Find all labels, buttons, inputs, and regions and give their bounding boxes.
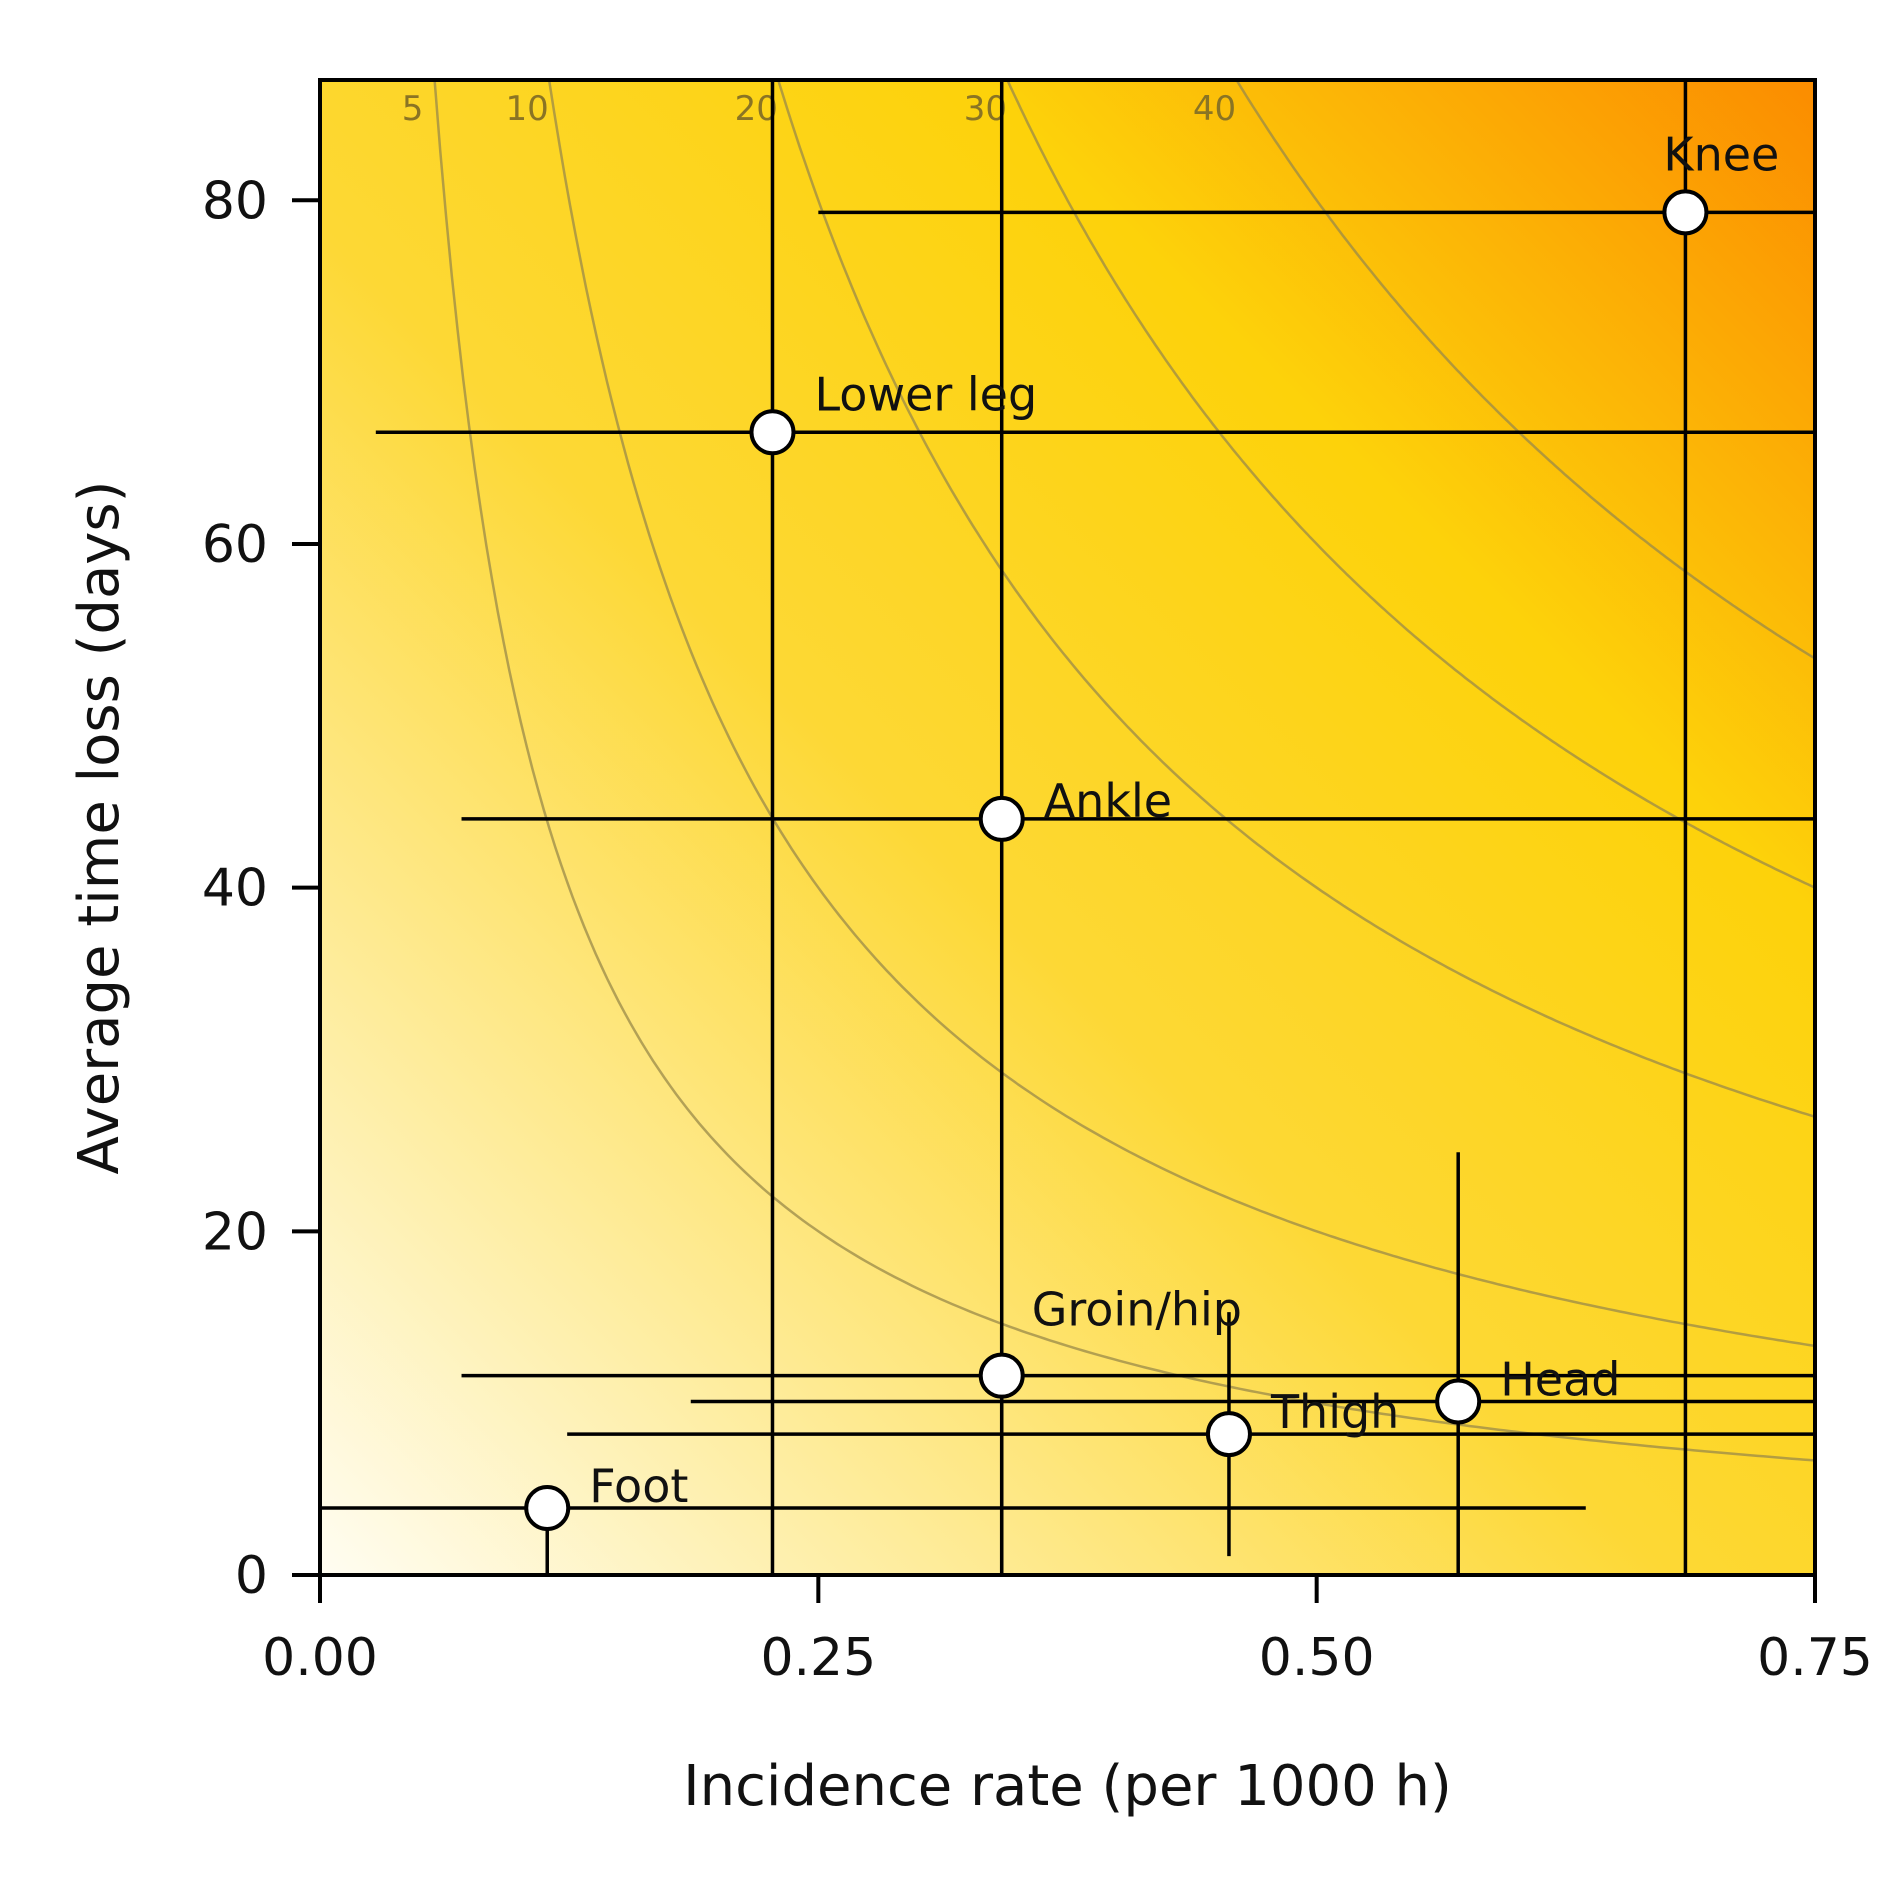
marker-ankle (978, 795, 1025, 842)
marker-thigh (1205, 1411, 1252, 1458)
point-label-groin-hip: Groin/hip (1032, 1283, 1242, 1337)
point-label-knee: Knee (1663, 127, 1779, 181)
point-label-ankle: Ankle (1044, 774, 1172, 828)
marker-head (1435, 1378, 1482, 1425)
point-labels: Knee Lower leg Ankle Groin/hip Head Thigh Foot (589, 127, 1779, 1513)
x-tick-label: 0.25 (760, 1628, 876, 1688)
y-tick-label: 40 (202, 859, 268, 919)
plot-background (320, 80, 1815, 1575)
x-tick-label: 0.00 (262, 1628, 378, 1688)
contour-line-20 (777, 80, 1815, 1118)
contour-label-40: 40 (1193, 89, 1236, 129)
x-tick-label: 0.75 (1757, 1628, 1873, 1688)
point-label-lower-leg: Lower leg (814, 367, 1037, 421)
contour-labels: 5 10 20 30 40 (402, 89, 1236, 129)
contour-line-5 (433, 80, 1815, 1462)
error-bars (320, 80, 1815, 1575)
contour-line-10 (547, 80, 1815, 1348)
marker-knee (1662, 189, 1709, 236)
contour-label-5: 5 (402, 89, 424, 129)
y-tick-label: 20 (202, 1202, 268, 1262)
y-axis-title: Average time loss (days) (67, 481, 132, 1175)
marker-lower-leg (749, 409, 796, 456)
point-label-head: Head (1500, 1352, 1620, 1406)
x-tick-label: 0.50 (1259, 1628, 1375, 1688)
marker-groin-hip (978, 1352, 1025, 1399)
contour-label-20: 20 (735, 89, 778, 129)
point-markers (524, 189, 1709, 1531)
contour-line-40 (1235, 80, 1815, 660)
y-tick-label: 0 (235, 1546, 268, 1606)
y-tick-label: 60 (202, 515, 268, 575)
axes: 0.00 0.25 0.50 0.75 0 20 40 60 80 (202, 171, 1873, 1688)
y-tick-label: 80 (202, 171, 268, 231)
contour-label-10: 10 (505, 89, 548, 129)
contour-label-30: 30 (964, 89, 1007, 129)
point-label-thigh: Thigh (1270, 1385, 1399, 1439)
x-axis-title: Incidence rate (per 1000 h) (683, 1754, 1452, 1819)
plot-frame (318, 78, 1817, 1577)
marker-foot (524, 1484, 571, 1531)
burden-contours (433, 80, 1815, 1462)
point-label-foot: Foot (589, 1459, 688, 1513)
